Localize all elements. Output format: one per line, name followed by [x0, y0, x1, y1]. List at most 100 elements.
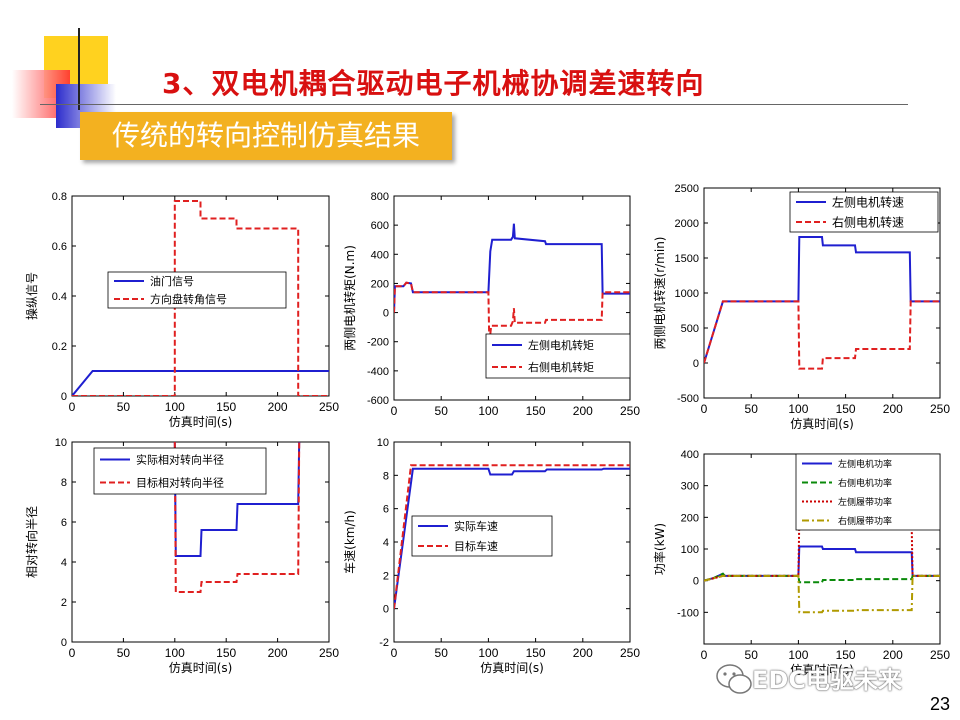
y-tick-label: 0: [693, 358, 699, 370]
x-tick-label: 0: [391, 404, 398, 418]
y-tick-label: 0: [383, 604, 389, 616]
x-tick-label: 50: [745, 402, 759, 416]
y-tick-label: 100: [681, 544, 699, 556]
x-tick-label: 100: [165, 646, 185, 660]
y-tick-label: 500: [681, 323, 699, 335]
x-tick-label: 0: [69, 400, 76, 414]
y-tick-label: 0.4: [52, 291, 67, 303]
series-line-1: [394, 467, 630, 609]
y-tick-label: 800: [371, 191, 389, 203]
x-tick-label: 150: [836, 648, 856, 662]
y-tick-label: 0.2: [52, 341, 67, 353]
y-tick-label: 0.6: [52, 241, 67, 253]
y-tick-label: 8: [383, 470, 389, 482]
legend-entry: 左侧电机转速: [832, 195, 904, 210]
y-tick-label: 0: [383, 308, 389, 320]
y-tick-label: 4: [61, 557, 67, 569]
y-tick-label: 200: [371, 278, 389, 290]
y-tick-label: 8: [61, 477, 67, 489]
legend-entry: 左侧履带功率: [838, 496, 892, 508]
x-tick-label: 100: [478, 646, 498, 660]
x-tick-label: 100: [788, 648, 808, 662]
series-line-1: [173, 442, 301, 557]
x-tick-label: 200: [268, 646, 288, 660]
x-tick-label: 0: [701, 402, 708, 416]
wechat-icon: [716, 664, 752, 694]
y-tick-label: -400: [367, 366, 389, 378]
y-tick-label: 0.8: [52, 191, 67, 203]
x-tick-label: 250: [930, 402, 950, 416]
y-tick-label: 300: [681, 481, 699, 493]
y-tick-label: 10: [55, 437, 67, 449]
legend-entry: 右侧电机转速: [832, 215, 904, 230]
legend-entry: 左侧电机功率: [838, 458, 892, 470]
x-tick-label: 200: [573, 404, 593, 418]
legend-box: [107, 271, 287, 309]
x-axis-label: 仿真时间(s): [480, 661, 544, 675]
y-tick-label: 6: [61, 517, 67, 529]
x-tick-label: 0: [701, 648, 708, 662]
x-tick-label: 150: [216, 646, 236, 660]
y-tick-label: -500: [677, 393, 699, 405]
x-tick-label: 50: [435, 646, 449, 660]
series-line-3: [704, 517, 940, 582]
legend-entry: 实际相对转向半径: [136, 453, 224, 467]
legend-entry: 方向盘转角信号: [150, 292, 227, 306]
x-tick-label: 100: [165, 400, 185, 414]
series-line-4: [704, 574, 940, 614]
y-tick-label: 10: [377, 437, 389, 449]
x-tick-label: 0: [391, 646, 398, 660]
chart-power: 0 50 100 150 200 250 -100 0 100 200 300 400 仿真时间(s) 功…: [648, 448, 958, 688]
legend-box: [789, 191, 939, 233]
watermark: EDC电驱未来: [752, 666, 902, 694]
series-line-2: [704, 300, 940, 370]
legend-box: [485, 333, 631, 379]
y-tick-label: -2: [379, 637, 389, 649]
legend-entry: 油门信号: [150, 274, 194, 288]
legend-entry: 目标相对转向半径: [136, 476, 224, 490]
slide-title: 3、双电机耦合驱动电子机械协调差速转向: [162, 67, 705, 100]
legend-entry: 目标车速: [454, 539, 498, 553]
y-tick-label: 0: [61, 391, 67, 403]
legend-entry: 右侧履带功率: [838, 515, 892, 527]
y-tick-label: 6: [383, 504, 389, 516]
y-tick-label: -100: [677, 607, 699, 619]
series-line-1: [704, 236, 940, 364]
legend-entry: 右侧电机转矩: [528, 360, 594, 374]
x-tick-label: 50: [117, 646, 131, 660]
chart-control-signal: 0 50 100 150 200 250 0 0.2 0.4 0.6 0.8 仿真时间(s) 操纵信号 油…: [20, 188, 340, 440]
y-tick-label: 2: [383, 570, 389, 582]
x-tick-label: 150: [836, 402, 856, 416]
y-tick-label: 1500: [675, 253, 699, 265]
legend-entry: 右侧电机功率: [838, 477, 892, 489]
y-tick-label: 2500: [675, 183, 699, 195]
chart-motor-speed: 0 50 100 150 200 250 -500 0 500 1000 1500 2000 2500 仿…: [648, 182, 958, 434]
x-axis-label: 仿真时间(s): [790, 663, 854, 677]
x-tick-label: 200: [883, 648, 903, 662]
x-tick-label: 150: [216, 400, 236, 414]
series-line-1: [72, 370, 329, 396]
y-tick-label: 4: [383, 537, 389, 549]
chart-motor-torque: 0 50 100 150 200 250 -600 -400 -200 0 200 400 600 800…: [338, 188, 640, 428]
legend-box: [93, 447, 267, 495]
y-axis-label: 车速(km/h): [342, 510, 357, 574]
y-tick-label: -200: [367, 337, 389, 349]
x-tick-label: 150: [526, 404, 546, 418]
x-tick-label: 250: [620, 404, 640, 418]
x-tick-label: 50: [117, 400, 131, 414]
y-tick-label: 200: [681, 512, 699, 524]
x-tick-label: 100: [788, 402, 808, 416]
x-tick-label: 250: [930, 648, 950, 662]
y-tick-label: 400: [371, 249, 389, 261]
x-tick-label: 250: [620, 646, 640, 660]
series-line-2: [173, 442, 301, 593]
x-axis-label: 仿真时间(s): [169, 415, 233, 429]
x-tick-label: 100: [478, 404, 498, 418]
y-tick-label: 600: [371, 220, 389, 232]
series-line-2: [394, 464, 630, 609]
page-number: 23: [930, 694, 951, 714]
y-axis-label: 操纵信号: [24, 272, 39, 320]
series-line-2: [394, 281, 630, 344]
x-tick-label: 50: [435, 404, 449, 418]
y-axis-label: 两侧电机转矩(N.m): [342, 245, 357, 351]
